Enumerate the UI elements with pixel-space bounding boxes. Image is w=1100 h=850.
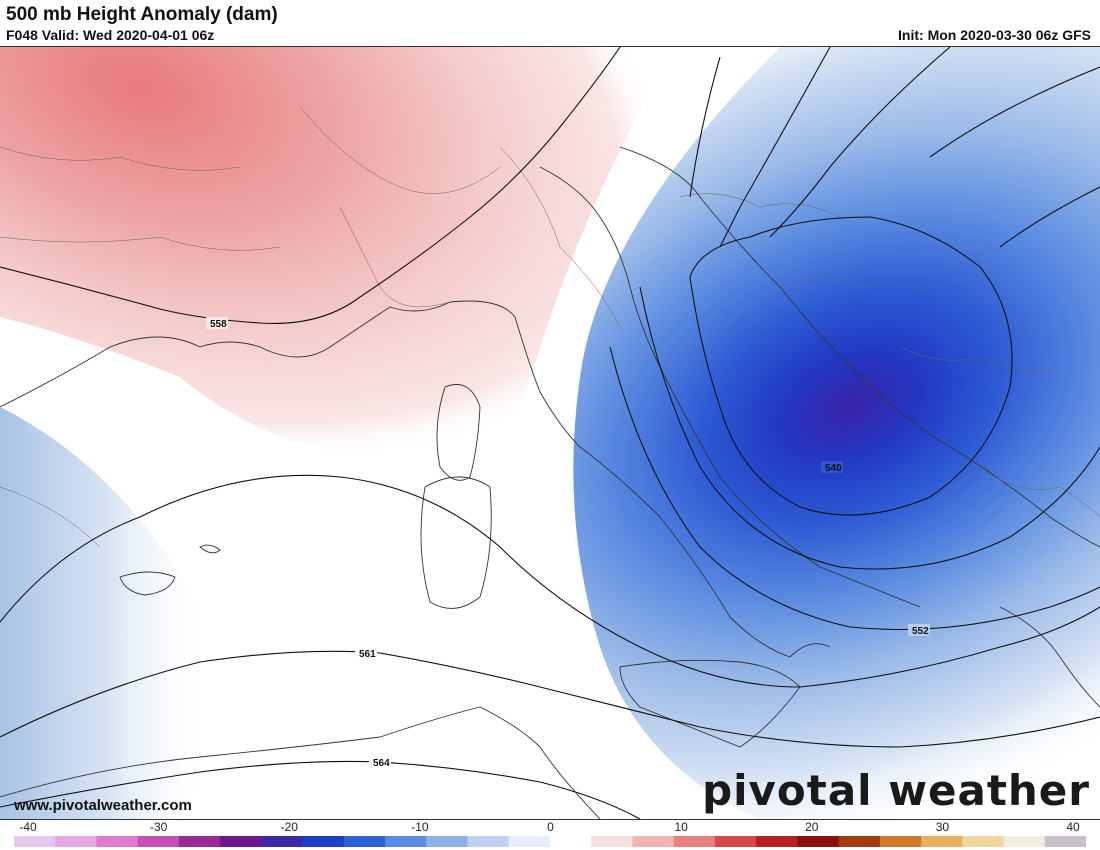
colorbar-swatch [550, 836, 592, 847]
contour-552-558 [0, 474, 1100, 688]
colorbar-swatch [55, 836, 97, 847]
colorbar-swatch [343, 836, 386, 847]
contour-558 [0, 47, 621, 324]
west-negative-anomaly-shading [0, 407, 212, 819]
contour-label-558: 558 [210, 319, 227, 330]
colorbar-swatch [921, 836, 963, 847]
coastline-adriatic-west [539, 166, 921, 608]
colorbar-swatch [756, 836, 798, 847]
colorbar-swatch [178, 836, 221, 847]
contour-546 [639, 286, 1100, 570]
website-link[interactable]: www.pivotalweather.com [14, 797, 192, 814]
contour-north2 [719, 47, 831, 248]
colorbar-swatch [467, 836, 510, 847]
coastline-adriatic-east [619, 146, 1100, 548]
colorbar-swatch [714, 836, 757, 847]
contour-north3 [769, 47, 951, 238]
balearic-outline [119, 571, 176, 596]
border-line [299, 106, 501, 194]
contour-564 [0, 760, 641, 819]
border-line [499, 146, 621, 328]
border-line [0, 146, 241, 171]
colorbar-swatch [385, 836, 427, 847]
colorbar [14, 836, 1086, 847]
contour-label-564: 564 [373, 758, 390, 769]
corsica-outline [436, 384, 481, 481]
init-time: Init: Mon 2020-03-30 06z GFS [898, 27, 1091, 43]
coastline-greece [999, 606, 1100, 708]
colorbar-tick-label: 40 [1066, 820, 1080, 834]
colorbar-swatch [1044, 836, 1086, 847]
border-line [0, 236, 281, 251]
contour-east [999, 186, 1100, 248]
contour-561 [0, 650, 1100, 748]
colorbar-tick-label: 0 [547, 820, 554, 834]
colorbar-swatch [508, 836, 551, 847]
colorbar-swatch [591, 836, 633, 847]
colorbar-tick-label: -30 [149, 820, 168, 834]
colorbar-swatch [838, 836, 881, 847]
positive-anomaly-shading [0, 47, 680, 461]
border-line [339, 206, 451, 308]
border-line [679, 193, 841, 218]
colorbar-swatch [96, 836, 139, 847]
border-line [779, 276, 941, 298]
colorbar-tick-label: -10 [411, 820, 429, 834]
colorbar-swatch [220, 836, 262, 847]
colorbar-tick-label: 30 [935, 820, 950, 834]
height-contours [0, 47, 1100, 819]
colorbar-tick-label: -20 [280, 820, 298, 834]
colorbar-swatch [879, 836, 922, 847]
contour-549 [609, 346, 1100, 631]
contour-label-540: 540 [825, 463, 842, 474]
sardinia-outline [420, 476, 492, 609]
contour-labels: 558 561 564 540 552 [206, 317, 930, 769]
map-title: 500 mb Height Anomaly (dam) [6, 4, 278, 25]
brand-logo: pivotal weather [702, 766, 1090, 815]
colorbar-swatch [14, 836, 56, 847]
colorbar-swatch [302, 836, 345, 847]
map-panel[interactable]: 558 561 564 540 552 [0, 46, 1100, 820]
border-line [979, 466, 1100, 518]
coastlines [0, 146, 1100, 819]
negative-anomaly-shading [573, 47, 1100, 819]
colorbar-swatch [632, 836, 675, 847]
contour-north [689, 56, 721, 198]
colorbar-swatch [426, 836, 469, 847]
coastline-africa [0, 706, 601, 819]
colorbar-swatch [137, 836, 180, 847]
valid-time: F048 Valid: Wed 2020-04-01 06z [6, 27, 215, 43]
sicily-outline [619, 659, 801, 748]
contour-north4 [929, 66, 1100, 158]
coastline-north [0, 300, 831, 658]
contour-label-552: 552 [912, 626, 929, 637]
borders [0, 106, 1100, 548]
colorbar-swatch [673, 836, 716, 847]
colorbar-swatch [962, 836, 1005, 847]
anomaly-map: 558 561 564 540 552 [0, 47, 1100, 819]
colorbar-tick-label: 10 [674, 820, 688, 834]
colorbar-swatch [797, 836, 840, 847]
colorbar-tick-label: -40 [19, 820, 37, 834]
border-line [899, 346, 1061, 371]
contour-540 [689, 216, 1013, 516]
colorbar-tick-label: 20 [805, 820, 819, 834]
map-header: 500 mb Height Anomaly (dam) F048 Valid: … [0, 0, 1100, 46]
menorca-outline [199, 544, 221, 554]
colorbar-swatch [261, 836, 304, 847]
colorbar-swatch [1003, 836, 1046, 847]
contour-label-561: 561 [359, 649, 376, 660]
colorbar-ticks: -40 -30 -20 -10 0 10 20 30 40 [0, 820, 1100, 836]
border-line [0, 486, 101, 548]
